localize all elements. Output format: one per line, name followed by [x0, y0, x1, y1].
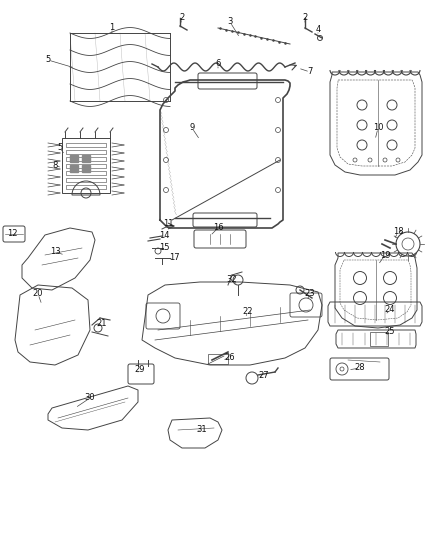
Bar [208, 354, 228, 364]
Text: 15: 15 [159, 244, 169, 253]
Text: 2: 2 [180, 13, 185, 22]
Text: 8: 8 [52, 160, 58, 169]
Text: 26: 26 [225, 353, 235, 362]
Text: 20: 20 [33, 289, 43, 298]
Bar [66, 143, 106, 147]
Text: 16: 16 [213, 223, 223, 232]
Text: 28: 28 [355, 364, 365, 373]
Text: 14: 14 [159, 231, 169, 240]
Text: 27: 27 [259, 372, 269, 381]
Bar [70, 165, 78, 172]
Text: 31: 31 [197, 425, 207, 434]
Bar [66, 178, 106, 182]
Text: 6: 6 [215, 60, 221, 69]
Text: 4: 4 [315, 26, 321, 35]
Text: 19: 19 [380, 251, 390, 260]
Text: 3: 3 [227, 18, 233, 27]
Text: 9: 9 [189, 124, 194, 133]
Text: 30: 30 [85, 393, 95, 402]
Bar [66, 171, 106, 175]
Text: 21: 21 [97, 319, 107, 328]
Text: 12: 12 [7, 230, 17, 238]
Text: 29: 29 [135, 366, 145, 375]
Text: 25: 25 [385, 327, 395, 336]
Text: 11: 11 [163, 220, 173, 229]
Bar [66, 150, 106, 154]
Text: 22: 22 [243, 308, 253, 317]
Text: 2: 2 [302, 13, 307, 22]
Text: 23: 23 [305, 289, 315, 298]
Bar [82, 165, 90, 172]
Bar [66, 157, 106, 161]
Text: 5: 5 [46, 55, 51, 64]
Text: 10: 10 [373, 124, 383, 133]
Text: 32: 32 [227, 276, 237, 285]
Bar [62, 138, 110, 193]
Text: 7: 7 [307, 68, 313, 77]
Text: 18: 18 [393, 228, 403, 237]
Bar [66, 185, 106, 189]
Bar [82, 155, 90, 162]
Bar [70, 155, 78, 162]
Text: 5: 5 [57, 143, 63, 152]
Text: 1: 1 [110, 23, 115, 33]
Text: 24: 24 [385, 305, 395, 314]
Bar [370, 332, 388, 346]
Bar [66, 164, 106, 168]
Text: 17: 17 [169, 254, 179, 262]
Text: 13: 13 [49, 247, 60, 256]
